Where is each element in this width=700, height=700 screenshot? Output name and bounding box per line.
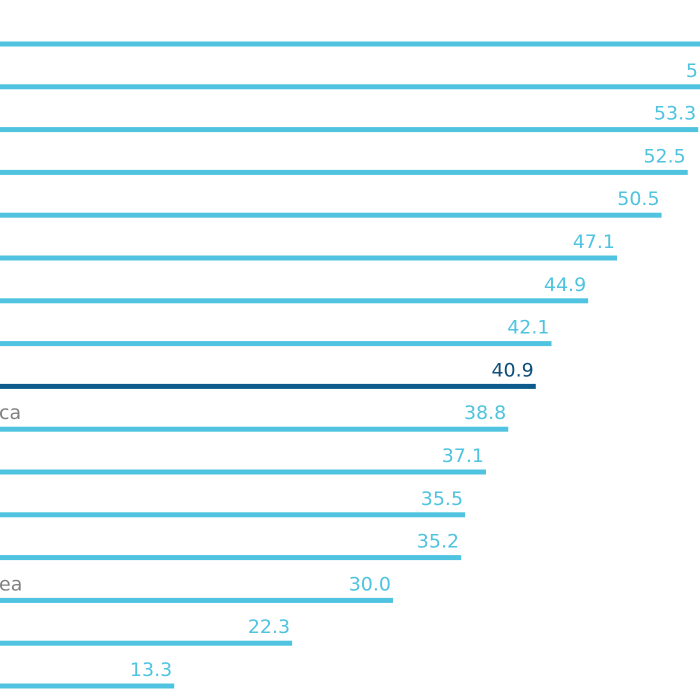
bar-1 (0, 84, 700, 90)
value-label-9: 38.8 (464, 402, 506, 424)
bar-13 (0, 597, 393, 603)
bar-5 (0, 255, 618, 261)
bar-10 (0, 469, 487, 475)
category-label-13: ea (0, 573, 22, 595)
bar-0 (0, 41, 700, 47)
value-label-11: 35.5 (421, 488, 463, 510)
value-label-4: 50.5 (617, 188, 659, 210)
bar-11 (0, 512, 466, 518)
category-label-9: ca (0, 402, 21, 424)
bar-9 (0, 426, 509, 432)
value-label-3: 52.5 (643, 145, 685, 167)
bar-2 (0, 127, 699, 133)
value-label-6: 44.9 (544, 274, 586, 296)
value-label-13: 30.0 (349, 573, 391, 595)
value-label-7: 42.1 (507, 317, 549, 339)
bar-6 (0, 298, 589, 304)
value-label-2: 53.3 (654, 103, 696, 125)
value-label-14: 22.3 (248, 616, 290, 638)
bar-4 (0, 212, 662, 218)
value-label-8: 40.9 (491, 359, 533, 381)
bar-12 (0, 555, 462, 561)
value-label-15: 13.3 (130, 659, 172, 681)
bar-3 (0, 169, 688, 175)
bar-15 (0, 683, 175, 689)
bar-8 (0, 383, 536, 389)
value-label-10: 37.1 (442, 445, 484, 467)
bar-7 (0, 341, 552, 347)
value-label-1: 5 (686, 60, 698, 82)
value-label-5: 47.1 (573, 231, 615, 253)
value-label-12: 35.2 (417, 531, 459, 553)
bar-14 (0, 640, 293, 646)
